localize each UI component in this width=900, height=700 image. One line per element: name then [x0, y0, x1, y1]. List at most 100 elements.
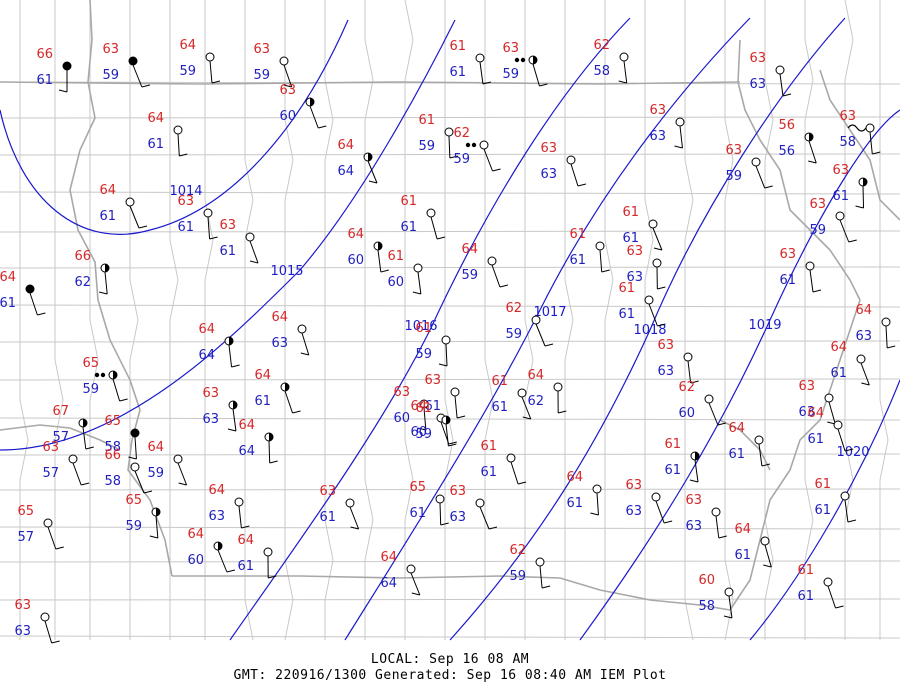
isobar-line — [749, 379, 900, 641]
dewpoint-label: 61 — [734, 548, 751, 563]
dewpoint-label: 59 — [125, 519, 142, 534]
temperature-label: 63 — [625, 478, 642, 493]
dewpoint-label: 59 — [415, 427, 432, 442]
wind-barb-flag — [492, 168, 501, 172]
wind-barb-flag — [761, 463, 771, 467]
wind-barb-flag — [690, 380, 699, 384]
wind-barb — [228, 344, 233, 368]
temperature-label: 64 — [728, 421, 745, 436]
wind-barb-flag — [283, 84, 292, 88]
wind-barb-flag — [861, 382, 870, 386]
temperature-label: 63 — [449, 484, 466, 499]
sky-cover-icon — [595, 241, 605, 251]
temperature-label: 63 — [42, 440, 59, 455]
wind-barb — [423, 407, 427, 431]
isobar-contours — [0, 17, 900, 641]
wind-barb — [839, 219, 850, 243]
wind-barb — [535, 323, 546, 347]
county-line — [0, 304, 900, 308]
sky-half-icon — [378, 242, 382, 250]
station-plot: 63 63 — [449, 484, 498, 530]
wind-barb — [72, 462, 82, 486]
sky-cover-icon — [130, 462, 140, 472]
dewpoint-label: 59 — [253, 68, 270, 83]
station-plot: 63 57 — [42, 440, 90, 486]
sky-cover-icon — [68, 454, 78, 464]
county-line — [564, 0, 574, 640]
state-border — [819, 69, 900, 221]
temperature-label: 63 — [202, 386, 219, 401]
wind-barb-flag — [300, 352, 309, 356]
wind-barb-flag — [517, 481, 527, 485]
wind-barb-flag — [723, 615, 733, 619]
wind-barb-flag — [318, 125, 327, 129]
station-plot: 67 57 — [52, 404, 94, 450]
station-plot: 64 59 — [179, 38, 221, 84]
station-plot: 63 61 — [319, 484, 360, 530]
temperature-label: 64 — [855, 303, 872, 318]
station-plot: 64 61 — [237, 533, 277, 579]
dewpoint-label: 61 — [99, 209, 116, 224]
wind-barb-flag — [143, 490, 153, 494]
sky-cover-icon — [205, 52, 215, 62]
isobar-line — [579, 109, 900, 641]
temperature-label: 56 — [778, 118, 795, 133]
station-plot: 63 63 — [798, 379, 836, 425]
temperature-label: 63 — [832, 163, 849, 178]
dewpoint-label: 61 — [664, 463, 681, 478]
temperature-label: 62 — [678, 380, 695, 395]
wind-barb — [869, 131, 873, 155]
wind-barb-flag — [456, 415, 466, 419]
wind-barb — [177, 462, 188, 486]
county-line — [444, 0, 454, 640]
wind-barb — [596, 492, 599, 516]
county-line — [0, 560, 900, 563]
station-plot: 61 61 — [664, 437, 700, 483]
wind-barb-flag — [558, 410, 567, 414]
gmt-generated-label: GMT: 220916/1300 Generated: Sep 16 08:40… — [233, 668, 667, 683]
wind-barb — [177, 133, 180, 157]
sky-cover-icon — [644, 295, 654, 305]
sky-half-icon — [695, 452, 699, 460]
temperature-label: 63 — [102, 42, 119, 57]
sky-cover-icon — [506, 453, 516, 463]
station-plot: 63 63 — [749, 51, 792, 97]
county-line — [54, 0, 64, 640]
station-plot: 63 58 — [839, 109, 881, 155]
station-plot: 64 59 — [461, 242, 509, 288]
sky-cover-icon — [173, 454, 183, 464]
sky-cover-icon — [450, 387, 460, 397]
dewpoint-label: 61 — [618, 307, 635, 322]
sky-half-icon — [156, 508, 160, 516]
wind-barb — [715, 515, 720, 539]
wind-barb-flag — [141, 84, 150, 88]
dewpoint-label: 63 — [540, 167, 557, 182]
isobar-label: 1015 — [270, 264, 303, 279]
station-plot: 66 61 — [36, 47, 72, 93]
temperature-label: 61 — [449, 39, 466, 54]
dewpoint-label: 61 — [400, 220, 417, 235]
wind-barb — [104, 271, 108, 295]
temperature-label: 60 — [698, 573, 715, 588]
sky-cover-icon — [245, 232, 255, 242]
temperature-label: 64 — [0, 270, 16, 285]
wind-barb-flag — [448, 441, 457, 445]
wind-barb-flag — [522, 416, 531, 420]
sky-half-icon — [310, 98, 314, 106]
temperature-label: 65 — [17, 504, 34, 519]
dewpoint-label: 58 — [104, 440, 121, 455]
station-plot: 61 61 — [622, 205, 663, 251]
temperature-label: 63 — [749, 51, 766, 66]
sky-half-icon — [863, 178, 867, 186]
county-line — [0, 230, 900, 233]
isobar-line — [0, 19, 349, 235]
sky-cover-icon — [475, 498, 485, 508]
sky-cover-icon — [531, 315, 541, 325]
wind-barb — [112, 378, 121, 402]
wind-barb — [44, 620, 53, 644]
dewpoint-label: 63 — [625, 504, 642, 519]
county-line — [879, 0, 889, 640]
wind-barb — [445, 343, 448, 367]
wind-barb — [758, 443, 763, 467]
